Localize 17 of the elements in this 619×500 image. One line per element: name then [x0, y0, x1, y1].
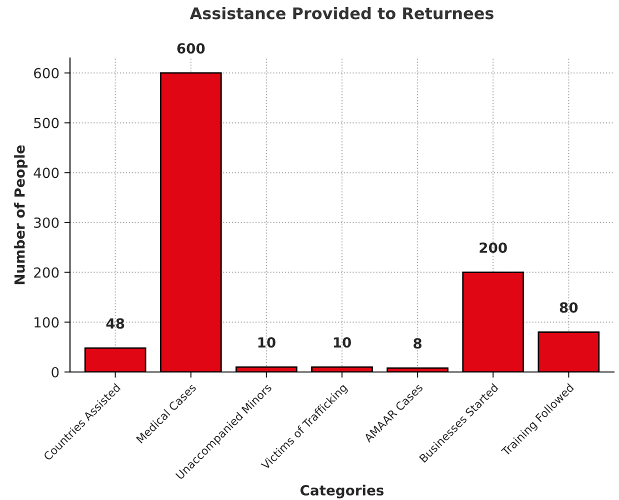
y-tick-label: 500: [34, 118, 59, 128]
y-tick-label: 400: [34, 168, 59, 178]
data-label: 10: [258, 337, 276, 348]
y-axis-title: Number of People: [14, 145, 28, 284]
y-tick-label: 300: [34, 217, 59, 228]
data-label: 8: [414, 338, 422, 349]
y-tick-label: 600: [34, 68, 59, 78]
y-tick-label: 200: [34, 267, 59, 278]
chart-title: Assistance Provided to Returnees: [190, 6, 494, 20]
data-label: 10: [334, 337, 351, 348]
data-label: 80: [560, 302, 578, 313]
y-tick-label: 100: [34, 317, 59, 328]
data-label: 200: [480, 242, 507, 253]
x-axis-title: Categories: [300, 484, 384, 498]
data-label: 48: [106, 318, 124, 329]
y-tick-label: 0: [52, 366, 59, 378]
data-label: 600: [177, 43, 205, 54]
